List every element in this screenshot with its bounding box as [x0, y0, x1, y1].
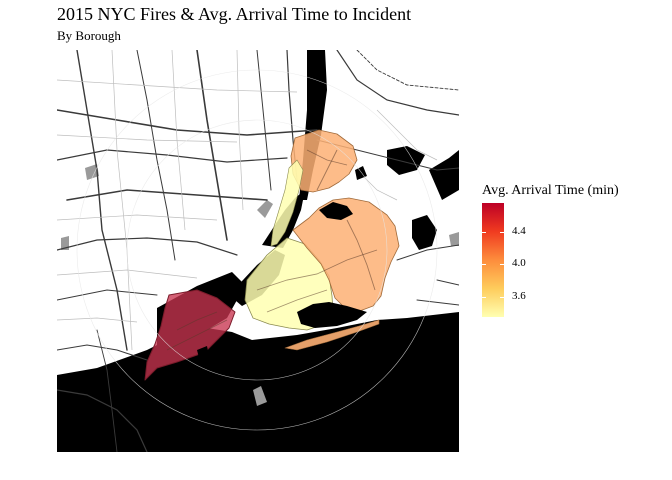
road-network — [57, 50, 459, 452]
legend-title: Avg. Arrival Time (min) — [482, 183, 619, 198]
borough-manhattan — [270, 159, 304, 247]
legend-tick-label: 4.0 — [512, 257, 526, 270]
legend-tick-mark — [500, 264, 504, 266]
water — [57, 50, 459, 452]
borough-queens-rockaway — [284, 319, 380, 351]
legend-colorbar — [482, 203, 504, 317]
legend-tick-mark — [482, 296, 486, 298]
borough-roads — [166, 149, 378, 351]
borough-staten-island — [144, 289, 236, 381]
map-grid — [76, 69, 438, 431]
chart-title: 2015 NYC Fires & Avg. Arrival Time to In… — [57, 4, 412, 24]
parks — [61, 164, 459, 406]
chart-subtitle: By Borough — [57, 28, 121, 43]
inner-water — [197, 166, 367, 358]
legend-tick-mark — [500, 296, 504, 298]
nyc-map — [57, 50, 459, 452]
legend-tick-mark — [482, 264, 486, 266]
legend-tick-label: 4.4 — [512, 224, 526, 237]
legend-tick-mark — [500, 231, 504, 233]
legend-tick-label: 3.6 — [512, 289, 526, 302]
minor-roads — [57, 50, 438, 351]
legend-tick-mark — [482, 231, 486, 233]
